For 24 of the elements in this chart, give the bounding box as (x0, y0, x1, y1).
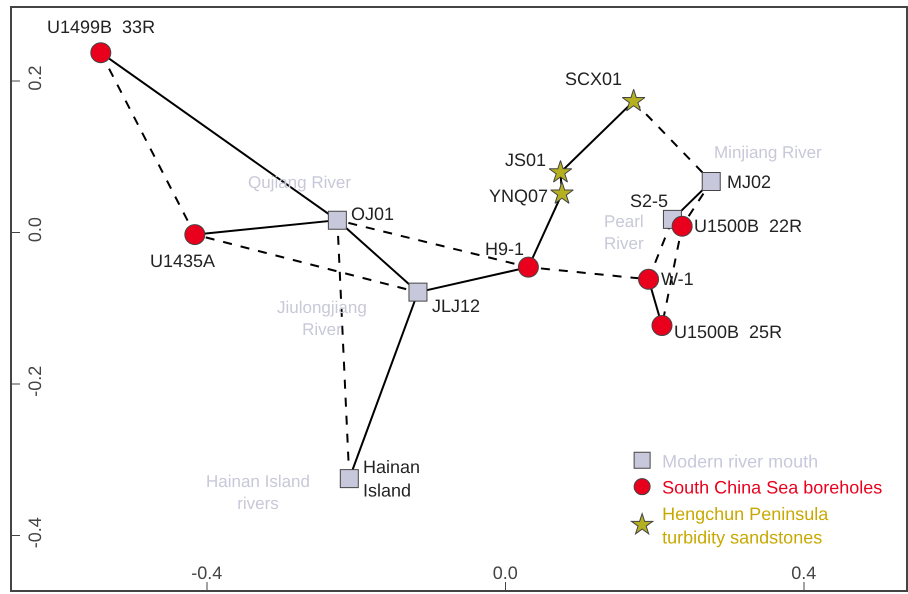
annotation: U1499B 33R (47, 17, 156, 37)
x-tick-label: -0.4 (191, 563, 222, 583)
x-tick-label: 0.4 (791, 563, 816, 583)
annotation: U1500B 25R (674, 322, 782, 342)
annotation: Jiulongjiang River (277, 298, 367, 340)
annotation: U1500B 22R (694, 216, 802, 236)
annotation: JLJ12 (432, 296, 480, 316)
legend-label: Hengchun Peninsula turbidity sandstones (662, 504, 830, 548)
y-tick-label: -0.4 (25, 517, 45, 548)
x-tick-label: 0.0 (492, 563, 518, 583)
annotation: W-1 (661, 269, 694, 289)
annotation: U1435A (150, 251, 216, 271)
annotation: H9-1 (485, 239, 524, 259)
annotation: YNQ07 (489, 186, 548, 206)
annotation: MJ02 (727, 172, 772, 192)
y-tick-label: 0.2 (25, 66, 45, 91)
legend-label: South China Sea boreholes (662, 478, 882, 498)
annotation: JS01 (505, 150, 546, 170)
annotation: S2-5 (630, 191, 668, 211)
y-tick-label: -0.2 (25, 366, 45, 397)
annotation: SCX01 (565, 69, 622, 89)
y-tick-label: 0.0 (25, 217, 45, 242)
annotation: Hainan Island (363, 457, 420, 500)
annotation: OJ01 (351, 204, 394, 224)
